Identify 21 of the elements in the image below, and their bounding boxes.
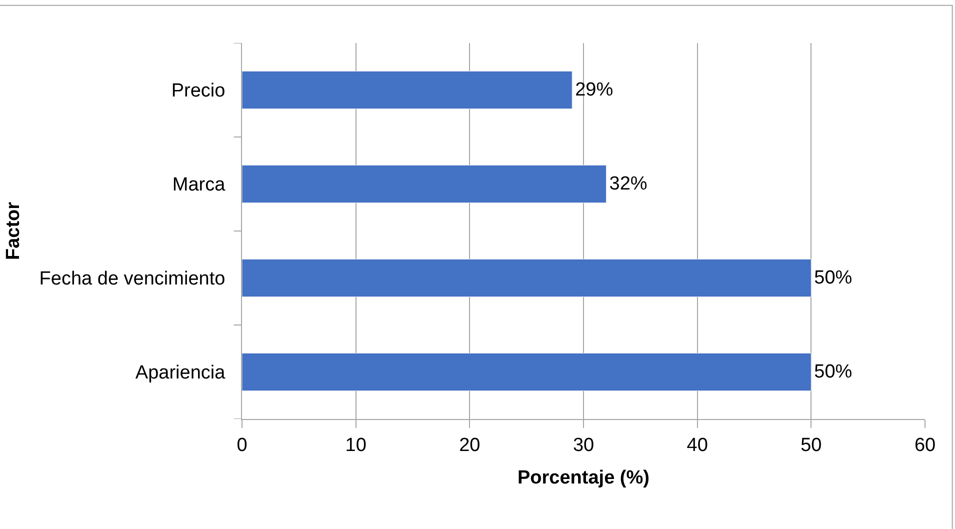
y-tick-label: Fecha de vencimiento: [39, 268, 226, 290]
y-tick-label: Marca: [172, 174, 226, 196]
bar: [242, 258, 812, 298]
bar: [242, 164, 607, 204]
y-tick-label: Precio: [171, 80, 226, 102]
data-label: 50%: [814, 362, 852, 382]
y-tick-label: Apariencia: [135, 362, 226, 384]
bar: [242, 70, 572, 110]
data-label: 32%: [609, 174, 648, 194]
data-label: 29%: [575, 80, 614, 100]
x-tick-label: 30: [572, 434, 594, 456]
x-tick-label: 60: [914, 434, 936, 456]
x-tick-label: 50: [800, 434, 822, 456]
x-tick-label: 0: [236, 434, 248, 456]
x-axis-title: Porcentaje (%): [518, 468, 650, 489]
bar: [242, 352, 812, 392]
x-tick-label: 20: [459, 434, 480, 456]
y-axis-title: Factor: [3, 201, 24, 260]
x-tick-label: 10: [345, 434, 366, 456]
data-label: 50%: [814, 268, 852, 288]
x-tick-label: 40: [686, 434, 708, 456]
